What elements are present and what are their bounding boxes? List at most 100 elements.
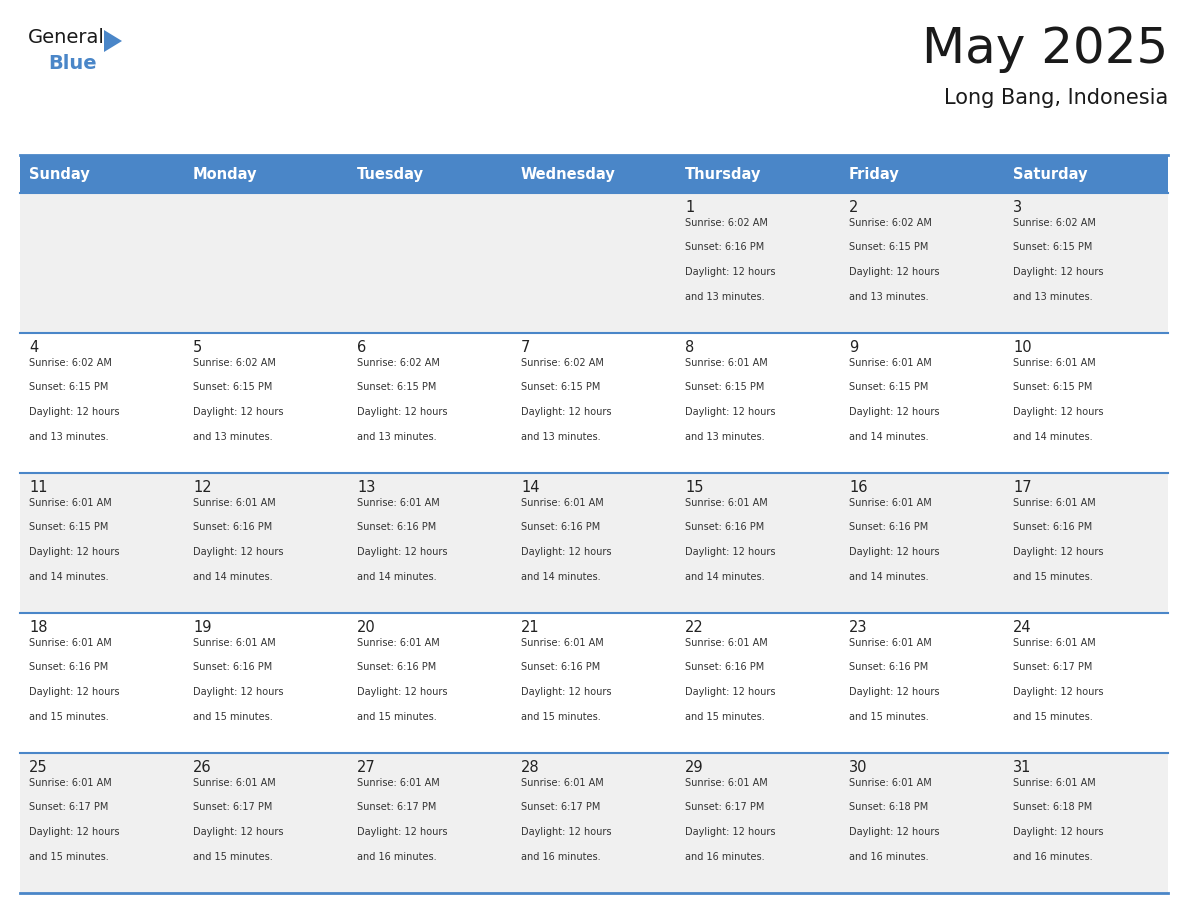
Text: 27: 27 [358,760,375,775]
Text: 17: 17 [1013,480,1031,495]
Text: Sunset: 6:18 PM: Sunset: 6:18 PM [849,802,928,812]
Text: Sunset: 6:16 PM: Sunset: 6:16 PM [849,663,928,673]
Text: Sunrise: 6:02 AM: Sunrise: 6:02 AM [358,358,440,368]
Text: Daylight: 12 hours: Daylight: 12 hours [192,407,284,417]
Text: 16: 16 [849,480,867,495]
Text: Daylight: 12 hours: Daylight: 12 hours [849,267,940,277]
Text: 23: 23 [849,620,867,635]
Text: Sunset: 6:15 PM: Sunset: 6:15 PM [29,522,108,532]
Text: 14: 14 [522,480,539,495]
Text: Sunset: 6:16 PM: Sunset: 6:16 PM [358,522,436,532]
Text: Sunrise: 6:01 AM: Sunrise: 6:01 AM [358,778,440,788]
Text: and 14 minutes.: and 14 minutes. [522,572,601,581]
Text: Sunset: 6:16 PM: Sunset: 6:16 PM [192,663,272,673]
Text: Daylight: 12 hours: Daylight: 12 hours [685,547,776,557]
Text: Daylight: 12 hours: Daylight: 12 hours [685,407,776,417]
Text: and 14 minutes.: and 14 minutes. [29,572,108,581]
Text: Daylight: 12 hours: Daylight: 12 hours [849,687,940,697]
Text: 20: 20 [358,620,375,635]
Text: 1: 1 [685,200,694,215]
Text: Daylight: 12 hours: Daylight: 12 hours [522,547,612,557]
Text: Sunset: 6:16 PM: Sunset: 6:16 PM [849,522,928,532]
Text: Sunset: 6:16 PM: Sunset: 6:16 PM [685,242,764,252]
Text: Sunrise: 6:01 AM: Sunrise: 6:01 AM [29,638,112,648]
Text: Daylight: 12 hours: Daylight: 12 hours [1013,687,1104,697]
Text: Sunset: 6:16 PM: Sunset: 6:16 PM [192,522,272,532]
Text: and 14 minutes.: and 14 minutes. [849,572,929,581]
Text: Sunset: 6:17 PM: Sunset: 6:17 PM [685,802,764,812]
Text: and 13 minutes.: and 13 minutes. [685,292,765,301]
Text: Sunset: 6:15 PM: Sunset: 6:15 PM [522,383,600,393]
Text: and 15 minutes.: and 15 minutes. [192,711,273,722]
Text: Sunrise: 6:01 AM: Sunrise: 6:01 AM [685,358,767,368]
Bar [512,155,676,193]
Text: and 15 minutes.: and 15 minutes. [685,711,765,722]
Text: and 13 minutes.: and 13 minutes. [358,431,437,442]
Text: and 13 minutes.: and 13 minutes. [685,431,765,442]
Text: Sunrise: 6:01 AM: Sunrise: 6:01 AM [1013,358,1095,368]
Text: 29: 29 [685,760,703,775]
Text: Sunrise: 6:01 AM: Sunrise: 6:01 AM [1013,638,1095,648]
Text: Daylight: 12 hours: Daylight: 12 hours [358,687,448,697]
Text: Thursday: Thursday [685,166,762,182]
Text: General: General [29,28,105,47]
Text: Daylight: 12 hours: Daylight: 12 hours [192,827,284,837]
Text: Sunrise: 6:01 AM: Sunrise: 6:01 AM [685,778,767,788]
Bar [676,155,840,193]
Text: Daylight: 12 hours: Daylight: 12 hours [1013,827,1104,837]
Text: Daylight: 12 hours: Daylight: 12 hours [1013,547,1104,557]
Bar [20,613,1168,753]
Text: Sunrise: 6:01 AM: Sunrise: 6:01 AM [849,638,931,648]
Text: Sunrise: 6:02 AM: Sunrise: 6:02 AM [192,358,276,368]
Text: Blue: Blue [48,54,96,73]
Text: 18: 18 [29,620,48,635]
Text: Sunset: 6:16 PM: Sunset: 6:16 PM [1013,522,1092,532]
Text: Daylight: 12 hours: Daylight: 12 hours [192,547,284,557]
Text: Daylight: 12 hours: Daylight: 12 hours [1013,407,1104,417]
Text: and 14 minutes.: and 14 minutes. [685,572,765,581]
Text: Sunset: 6:15 PM: Sunset: 6:15 PM [849,242,928,252]
Text: and 16 minutes.: and 16 minutes. [849,852,929,861]
Text: Daylight: 12 hours: Daylight: 12 hours [29,407,120,417]
Text: and 15 minutes.: and 15 minutes. [358,711,437,722]
Bar [20,155,184,193]
Text: Sunrise: 6:01 AM: Sunrise: 6:01 AM [849,358,931,368]
Bar [348,155,512,193]
Text: Friday: Friday [849,166,899,182]
Text: Sunset: 6:17 PM: Sunset: 6:17 PM [358,802,436,812]
Text: and 15 minutes.: and 15 minutes. [29,852,109,861]
Text: and 13 minutes.: and 13 minutes. [192,431,272,442]
Polygon shape [105,30,122,52]
Text: Sunset: 6:15 PM: Sunset: 6:15 PM [358,383,436,393]
Text: 24: 24 [1013,620,1031,635]
Text: Sunset: 6:15 PM: Sunset: 6:15 PM [1013,242,1093,252]
Text: 19: 19 [192,620,211,635]
Text: 13: 13 [358,480,375,495]
Text: and 15 minutes.: and 15 minutes. [192,852,273,861]
Text: Sunrise: 6:01 AM: Sunrise: 6:01 AM [1013,778,1095,788]
Text: Sunset: 6:15 PM: Sunset: 6:15 PM [849,383,928,393]
Text: Sunrise: 6:01 AM: Sunrise: 6:01 AM [358,638,440,648]
Text: Sunrise: 6:02 AM: Sunrise: 6:02 AM [522,358,604,368]
Bar [184,155,348,193]
Text: 26: 26 [192,760,211,775]
Text: Long Bang, Indonesia: Long Bang, Indonesia [943,88,1168,108]
Text: 10: 10 [1013,340,1031,355]
Bar [20,193,1168,333]
Text: and 16 minutes.: and 16 minutes. [358,852,437,861]
Text: Sunrise: 6:02 AM: Sunrise: 6:02 AM [685,218,767,228]
Text: Sunset: 6:15 PM: Sunset: 6:15 PM [29,383,108,393]
Bar [1004,155,1168,193]
Text: and 14 minutes.: and 14 minutes. [358,572,437,581]
Text: Tuesday: Tuesday [358,166,424,182]
Text: and 13 minutes.: and 13 minutes. [29,431,108,442]
Text: 7: 7 [522,340,530,355]
Text: and 15 minutes.: and 15 minutes. [1013,572,1093,581]
Text: 8: 8 [685,340,694,355]
Text: Wednesday: Wednesday [522,166,615,182]
Text: Daylight: 12 hours: Daylight: 12 hours [522,827,612,837]
Text: 30: 30 [849,760,867,775]
Text: Daylight: 12 hours: Daylight: 12 hours [685,687,776,697]
Text: Sunday: Sunday [29,166,90,182]
Text: and 15 minutes.: and 15 minutes. [849,711,929,722]
